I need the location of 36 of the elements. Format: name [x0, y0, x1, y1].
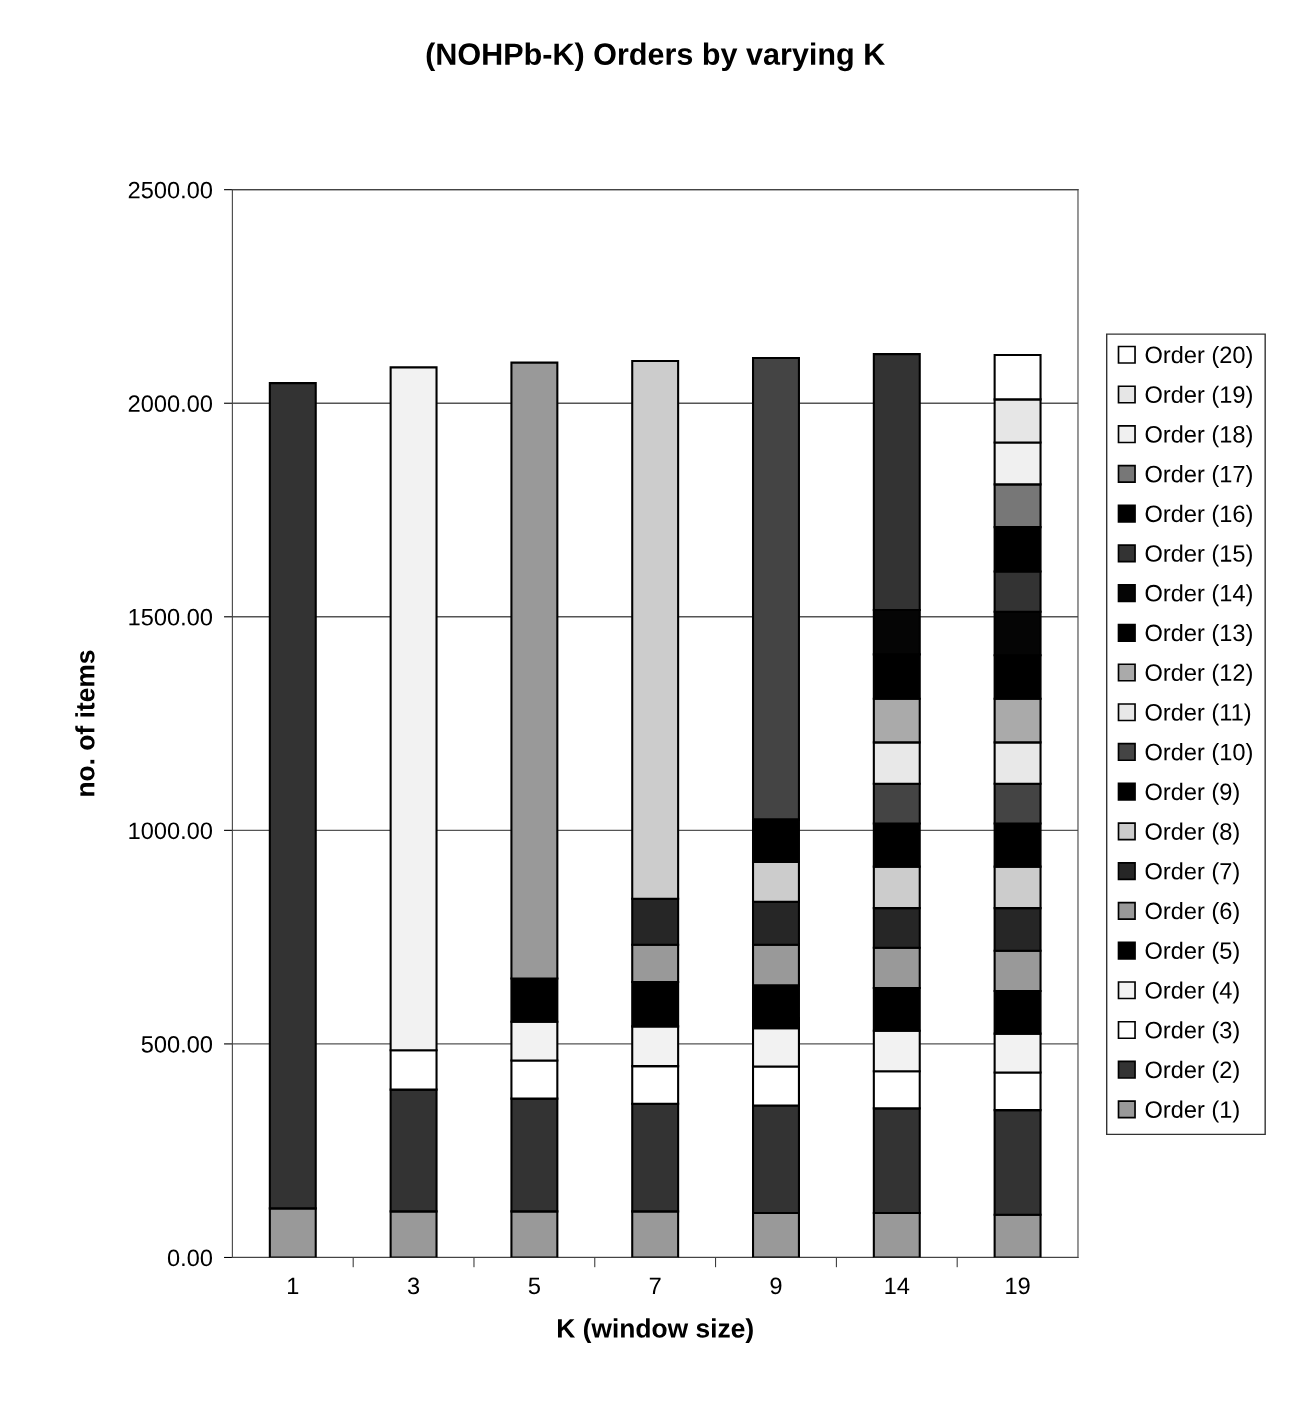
x-tick-label: 9 [770, 1277, 782, 1295]
legend-label: Order (3) [1145, 1021, 1239, 1044]
x-axis-title: K (window size) [558, 1318, 753, 1343]
chart-title: (NOHPb-K) Orders by varying K [426, 42, 885, 72]
x-tick-label: 19 [1006, 1277, 1030, 1295]
legend-label: Order (16) [1145, 504, 1252, 527]
y-tick-label: 500.00 [141, 1035, 213, 1053]
x-tick-label: 14 [885, 1277, 910, 1295]
y-axis-title: no. of items [75, 650, 95, 796]
legend-label: Order (1) [1145, 1100, 1239, 1123]
legend-label: Order (5) [1145, 941, 1239, 964]
x-tick-label: 5 [528, 1277, 540, 1295]
legend-label: Order (14) [1145, 584, 1252, 607]
legend-label: Order (8) [1145, 822, 1239, 845]
y-tick-label: 1500.00 [129, 608, 213, 626]
legend-label: Order (4) [1145, 981, 1239, 1004]
y-tick-label: 0.00 [167, 1249, 213, 1267]
legend-label: Order (12) [1145, 663, 1252, 686]
legend-label: Order (11) [1145, 703, 1251, 726]
x-tick-label: 3 [407, 1277, 420, 1295]
legend-label: Order (2) [1145, 1060, 1239, 1083]
legend-label: Order (18) [1145, 425, 1252, 448]
legend-label: Order (19) [1145, 385, 1252, 408]
legend-label: Order (15) [1145, 544, 1252, 567]
x-tick-label: 7 [649, 1277, 661, 1295]
y-tick-label: 2000.00 [128, 395, 213, 413]
legend-label: Order (9) [1145, 782, 1239, 805]
legend-label: Order (6) [1145, 901, 1239, 924]
y-tick-label: 2500.00 [128, 181, 213, 199]
x-tick-label: 1 [288, 1277, 299, 1295]
legend-label: Order (7) [1145, 862, 1239, 885]
y-tick-label: 1000.00 [129, 822, 213, 840]
legend-label: Order (17) [1145, 465, 1252, 488]
legend-label: Order (20) [1145, 345, 1252, 368]
legend-label: Order (10) [1145, 743, 1252, 766]
legend-label: Order (13) [1145, 623, 1252, 646]
